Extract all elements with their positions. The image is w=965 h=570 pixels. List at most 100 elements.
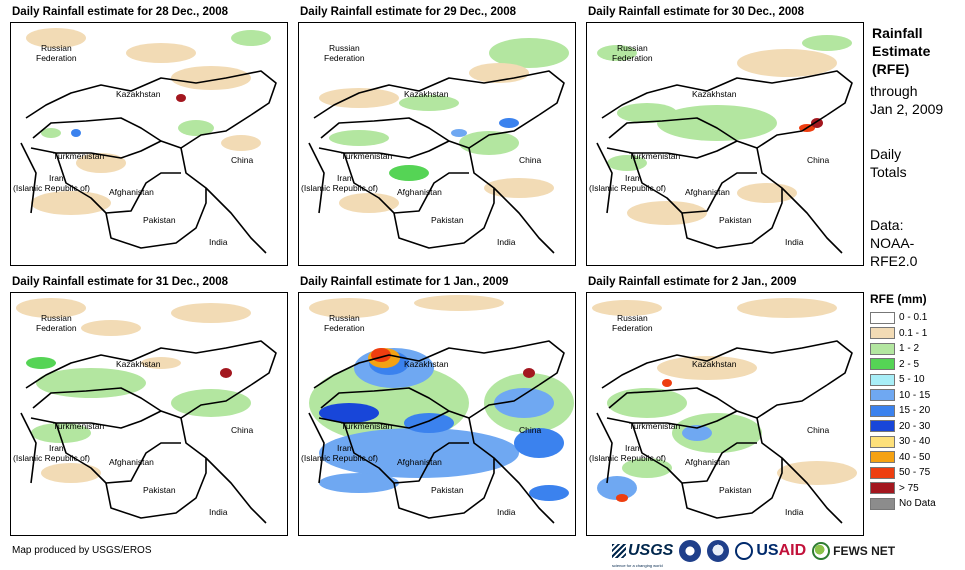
legend-label: 1 - 2 bbox=[899, 343, 920, 355]
panel-title: Daily Rainfall estimate for 29 Dec., 200… bbox=[300, 6, 517, 18]
rainfall-overlay bbox=[16, 298, 251, 483]
legend-swatch bbox=[870, 373, 895, 386]
svg-text:Pakistan: Pakistan bbox=[431, 215, 464, 225]
svg-text:Turkmenistan: Turkmenistan bbox=[629, 151, 680, 161]
rainfall-map[interactable]: Russian Federation Kazakhstan Turkmenist… bbox=[10, 292, 288, 536]
rfe-legend: RFE (mm) 0 - 0.1 0.1 - 1 1 - 2 2 - 5 5 - 10 1… bbox=[870, 292, 962, 512]
fews-net-logo-text: FEWS NET bbox=[833, 544, 896, 558]
legend-title: RFE (mm) bbox=[870, 292, 927, 306]
svg-text:Federation: Federation bbox=[36, 53, 77, 63]
panel-title: Daily Rainfall estimate for 1 Jan., 2009 bbox=[300, 276, 509, 288]
svg-text:Afghanistan: Afghanistan bbox=[397, 187, 442, 197]
svg-text:India: India bbox=[209, 237, 228, 247]
rainfall-panel-28-dec: Daily Rainfall estimate for 28 Dec., 200… bbox=[10, 6, 288, 266]
rainfall-map[interactable]: Russian Federation Kazakhstan Turkmenist… bbox=[10, 22, 288, 266]
svg-text:Russian: Russian bbox=[41, 43, 72, 53]
legend-item: 50 - 75 bbox=[870, 465, 962, 481]
through-label: through bbox=[870, 83, 918, 99]
svg-text:Kazakhstan: Kazakhstan bbox=[116, 359, 161, 369]
sidebar-title-line: Estimate bbox=[872, 43, 931, 59]
noaa-logo-icon bbox=[679, 540, 702, 562]
svg-text:(Islamic Republic of): (Islamic Republic of) bbox=[589, 453, 666, 463]
rainfall-panel-31-dec: Daily Rainfall estimate for 31 Dec., 200… bbox=[10, 276, 288, 536]
svg-text:Federation: Federation bbox=[324, 323, 365, 333]
country-borders bbox=[20, 70, 277, 254]
legend-items: 0 - 0.1 0.1 - 1 1 - 2 2 - 5 5 - 10 10 - 15 15 … bbox=[870, 310, 962, 512]
country-borders bbox=[596, 70, 853, 254]
svg-text:Afghanistan: Afghanistan bbox=[109, 187, 154, 197]
partner-logos: USGS science for a changing world US AID … bbox=[612, 538, 896, 568]
svg-text:Turkmenistan: Turkmenistan bbox=[629, 421, 680, 431]
legend-swatch bbox=[870, 435, 895, 448]
data-source-line: NOAA- bbox=[870, 235, 915, 251]
map-credit: Map produced by USGS/EROS bbox=[12, 545, 152, 556]
legend-label: 0.1 - 1 bbox=[899, 327, 928, 339]
country-labels: Russian Federation Kazakhstan Turkmenist… bbox=[13, 313, 253, 517]
svg-text:(Islamic Republic of): (Islamic Republic of) bbox=[13, 453, 90, 463]
svg-text:Turkmenistan: Turkmenistan bbox=[53, 151, 104, 161]
svg-text:Kazakhstan: Kazakhstan bbox=[692, 359, 737, 369]
svg-text:(Islamic Republic of): (Islamic Republic of) bbox=[301, 453, 378, 463]
legend-swatch bbox=[870, 497, 895, 510]
svg-text:(Islamic Republic of): (Islamic Republic of) bbox=[301, 183, 378, 193]
rainfall-panel-29-dec: Daily Rainfall estimate for 29 Dec., 200… bbox=[298, 6, 576, 266]
sidebar-title: Rainfall Estimate (RFE) bbox=[872, 24, 962, 78]
svg-text:Russian: Russian bbox=[329, 313, 360, 323]
sidebar-through: through Jan 2, 2009 bbox=[870, 82, 962, 118]
panel-title: Daily Rainfall estimate for 28 Dec., 200… bbox=[12, 6, 229, 18]
data-label: Data: bbox=[870, 217, 904, 233]
panel-title: Daily Rainfall estimate for 31 Dec., 200… bbox=[12, 276, 229, 288]
country-borders bbox=[20, 340, 277, 524]
svg-text:Turkmenistan: Turkmenistan bbox=[53, 421, 104, 431]
svg-text:Pakistan: Pakistan bbox=[719, 485, 752, 495]
svg-text:Afghanistan: Afghanistan bbox=[109, 457, 154, 467]
legend-swatch bbox=[870, 466, 895, 479]
country-labels: Russian Federation Kazakhstan Turkmenist… bbox=[301, 43, 541, 247]
svg-text:Federation: Federation bbox=[612, 53, 653, 63]
rainfall-panel-2-jan: Daily Rainfall estimate for 2 Jan., 2009 bbox=[586, 276, 864, 536]
sidebar-title-line: Rainfall bbox=[872, 25, 923, 41]
svg-text:India: India bbox=[497, 237, 516, 247]
svg-text:Iran: Iran bbox=[337, 443, 352, 453]
legend-swatch bbox=[870, 342, 895, 355]
legend-label: 5 - 10 bbox=[899, 374, 925, 386]
rainfall-map[interactable]: Russian Federation Kazakhstan Turkmenist… bbox=[586, 22, 864, 266]
legend-item: No Data bbox=[870, 496, 962, 512]
svg-text:India: India bbox=[785, 507, 804, 517]
country-borders bbox=[596, 340, 853, 524]
legend-item: 15 - 20 bbox=[870, 403, 962, 419]
rainfall-overlay bbox=[26, 28, 271, 215]
nws-logo-icon bbox=[707, 540, 730, 562]
svg-text:Iran: Iran bbox=[337, 173, 352, 183]
legend-label: 40 - 50 bbox=[899, 451, 931, 463]
svg-text:Russian: Russian bbox=[41, 313, 72, 323]
svg-text:Kazakhstan: Kazakhstan bbox=[692, 89, 737, 99]
legend-label: No Data bbox=[899, 498, 936, 510]
legend-swatch bbox=[870, 451, 895, 464]
sidebar-data-source: Data: NOAA- RFE2.0 bbox=[870, 216, 962, 270]
usgs-logo: USGS science for a changing world bbox=[612, 542, 673, 568]
totals-label: Totals bbox=[870, 164, 907, 180]
legend-swatch bbox=[870, 358, 895, 371]
svg-text:India: India bbox=[785, 237, 804, 247]
sidebar-title-line: (RFE) bbox=[872, 61, 910, 77]
svg-text:(Islamic Republic of): (Islamic Republic of) bbox=[13, 183, 90, 193]
svg-text:Russian: Russian bbox=[329, 43, 360, 53]
rainfall-map[interactable]: Russian Federation Kazakhstan Turkmenist… bbox=[298, 22, 576, 266]
svg-text:Russian: Russian bbox=[617, 313, 648, 323]
svg-text:India: India bbox=[209, 507, 228, 517]
panel-title: Daily Rainfall estimate for 2 Jan., 2009 bbox=[588, 276, 797, 288]
rainfall-panel-1-jan: Daily Rainfall estimate for 1 Jan., 2009 bbox=[298, 276, 576, 536]
data-source-line: RFE2.0 bbox=[870, 253, 918, 269]
svg-text:Pakistan: Pakistan bbox=[143, 485, 176, 495]
rainfall-map[interactable]: Russian Federation Kazakhstan Turkmenist… bbox=[298, 292, 576, 536]
country-borders bbox=[308, 70, 565, 254]
daily-label: Daily bbox=[870, 146, 902, 162]
svg-text:Federation: Federation bbox=[324, 53, 365, 63]
svg-text:Iran: Iran bbox=[625, 173, 640, 183]
rainfall-map[interactable]: Russian Federation Kazakhstan Turkmenist… bbox=[586, 292, 864, 536]
legend-swatch bbox=[870, 420, 895, 433]
rainfall-panel-30-dec: Daily Rainfall estimate for 30 Dec., 200… bbox=[586, 6, 864, 266]
svg-text:China: China bbox=[807, 155, 829, 165]
usgs-tagline: science for a changing world bbox=[612, 563, 663, 568]
